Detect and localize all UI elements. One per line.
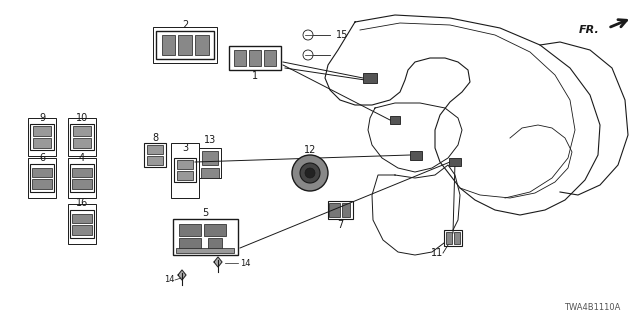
Bar bbox=[178, 35, 192, 55]
Bar bbox=[68, 204, 96, 244]
Circle shape bbox=[303, 30, 313, 40]
Text: 14: 14 bbox=[240, 259, 250, 268]
Bar bbox=[446, 232, 452, 244]
Bar bbox=[328, 201, 353, 219]
Bar bbox=[342, 203, 350, 217]
Bar bbox=[147, 145, 163, 154]
Bar bbox=[28, 158, 56, 198]
Bar bbox=[70, 210, 94, 238]
Bar bbox=[147, 156, 163, 165]
Bar bbox=[234, 50, 246, 67]
Text: 14: 14 bbox=[164, 276, 175, 284]
Bar bbox=[449, 158, 461, 166]
Text: 7: 7 bbox=[337, 220, 343, 230]
Bar bbox=[68, 118, 96, 156]
Circle shape bbox=[292, 155, 328, 191]
Bar bbox=[202, 151, 218, 165]
Text: 16: 16 bbox=[76, 198, 88, 208]
Bar bbox=[30, 124, 54, 150]
Text: 1: 1 bbox=[252, 71, 258, 81]
Bar bbox=[201, 168, 219, 178]
Bar bbox=[144, 143, 166, 167]
Text: 6: 6 bbox=[39, 153, 45, 163]
Bar bbox=[156, 31, 214, 59]
Text: 9: 9 bbox=[39, 113, 45, 123]
Text: TWA4B1110A: TWA4B1110A bbox=[564, 303, 620, 313]
Bar bbox=[72, 225, 92, 235]
Bar bbox=[195, 35, 209, 55]
Text: 8: 8 bbox=[152, 133, 158, 143]
Bar bbox=[72, 167, 92, 177]
Bar bbox=[70, 164, 94, 192]
Circle shape bbox=[303, 50, 313, 60]
Text: 5: 5 bbox=[202, 208, 208, 218]
Bar bbox=[70, 124, 94, 150]
Bar bbox=[204, 224, 226, 236]
Circle shape bbox=[305, 168, 315, 178]
Circle shape bbox=[300, 163, 320, 183]
Text: 15: 15 bbox=[336, 30, 348, 40]
Text: 10: 10 bbox=[76, 113, 88, 123]
Text: 4: 4 bbox=[79, 153, 85, 163]
Bar bbox=[177, 171, 193, 180]
Bar bbox=[161, 35, 175, 55]
Text: 12: 12 bbox=[304, 145, 316, 155]
Text: FR.: FR. bbox=[579, 25, 600, 35]
Bar bbox=[68, 158, 96, 198]
Bar bbox=[72, 213, 92, 223]
Polygon shape bbox=[214, 257, 222, 267]
Bar bbox=[328, 203, 339, 217]
Bar bbox=[73, 138, 91, 148]
Bar bbox=[264, 50, 276, 67]
Polygon shape bbox=[178, 270, 186, 280]
Bar bbox=[179, 238, 201, 250]
Bar bbox=[363, 73, 377, 83]
Bar bbox=[33, 179, 52, 188]
Bar bbox=[177, 160, 193, 169]
Bar bbox=[199, 148, 221, 178]
Bar bbox=[174, 158, 196, 182]
Bar bbox=[33, 167, 52, 177]
Text: 11: 11 bbox=[431, 248, 443, 258]
Bar bbox=[390, 116, 400, 124]
Bar bbox=[454, 232, 460, 244]
Bar bbox=[153, 27, 217, 63]
Text: 2: 2 bbox=[182, 20, 188, 30]
Bar bbox=[229, 46, 281, 70]
Bar bbox=[444, 230, 462, 246]
Bar bbox=[73, 126, 91, 136]
Bar bbox=[33, 138, 51, 148]
Bar bbox=[171, 142, 199, 197]
Bar bbox=[410, 150, 422, 159]
Bar bbox=[28, 118, 56, 156]
Bar bbox=[72, 179, 92, 188]
Bar bbox=[173, 219, 237, 255]
Text: 13: 13 bbox=[204, 135, 216, 145]
Bar bbox=[208, 238, 222, 250]
Text: 3: 3 bbox=[182, 143, 188, 153]
Bar bbox=[249, 50, 261, 67]
Bar bbox=[33, 126, 51, 136]
Bar bbox=[179, 224, 201, 236]
Bar bbox=[176, 247, 234, 252]
Bar bbox=[30, 164, 54, 192]
